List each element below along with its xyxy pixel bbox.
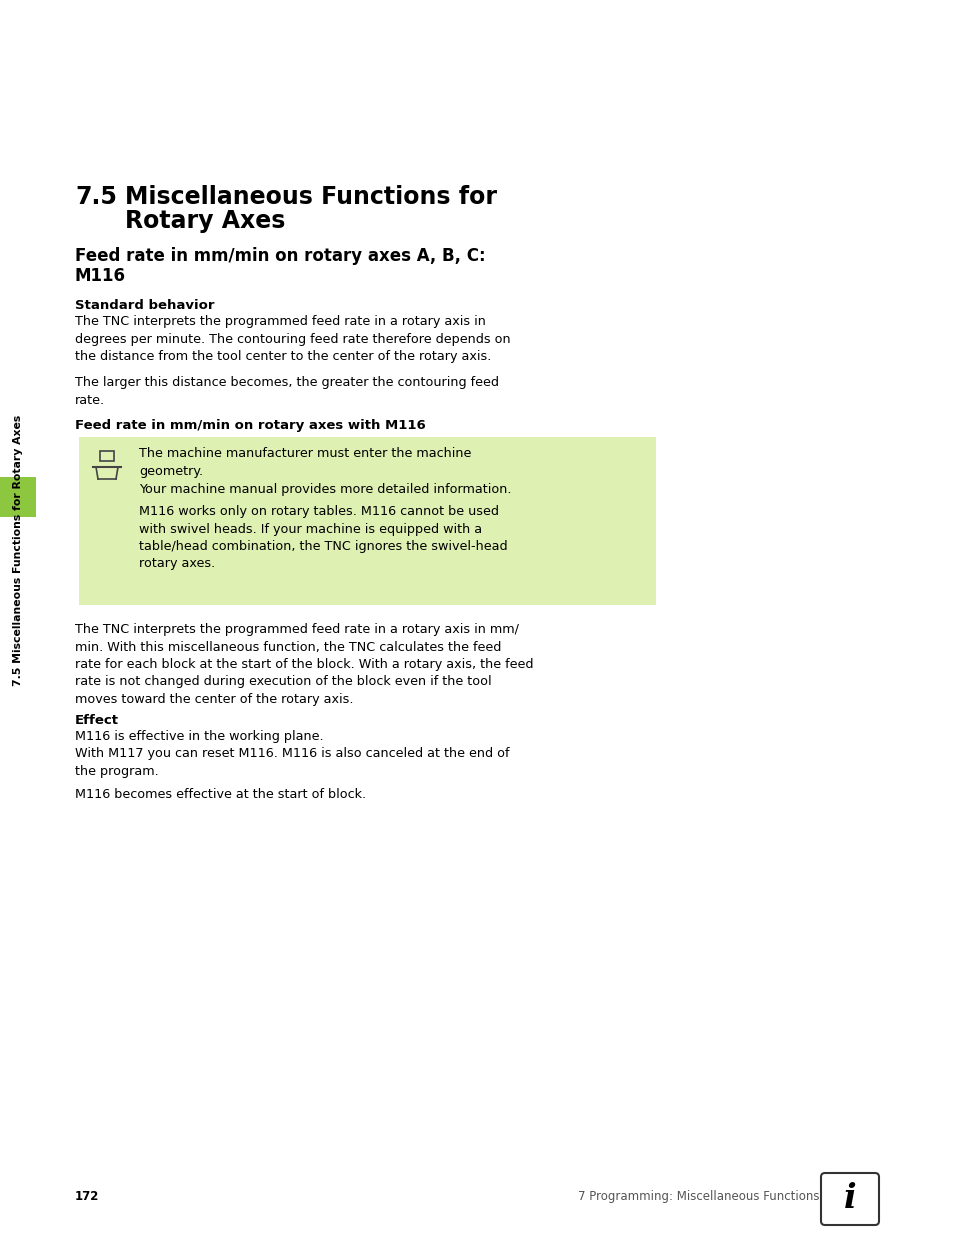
FancyBboxPatch shape: [821, 1173, 878, 1225]
Text: 7.5: 7.5: [75, 185, 117, 209]
Text: Effect: Effect: [75, 714, 119, 727]
Text: Standard behavior: Standard behavior: [75, 299, 214, 312]
Text: Rotary Axes: Rotary Axes: [125, 209, 285, 233]
Text: 7 Programming: Miscellaneous Functions: 7 Programming: Miscellaneous Functions: [578, 1191, 820, 1203]
Text: M116 becomes effective at the start of block.: M116 becomes effective at the start of b…: [75, 788, 366, 802]
Text: Feed rate in mm/min on rotary axes A, B, C:: Feed rate in mm/min on rotary axes A, B,…: [75, 247, 485, 266]
FancyBboxPatch shape: [79, 437, 656, 605]
Text: Miscellaneous Functions for: Miscellaneous Functions for: [125, 185, 497, 209]
Text: The larger this distance becomes, the greater the contouring feed
rate.: The larger this distance becomes, the gr…: [75, 375, 498, 406]
Text: i: i: [842, 1182, 856, 1214]
Text: M116: M116: [75, 267, 126, 285]
Text: The TNC interprets the programmed feed rate in a rotary axis in mm/
min. With th: The TNC interprets the programmed feed r…: [75, 622, 533, 706]
Text: Feed rate in mm/min on rotary axes with M116: Feed rate in mm/min on rotary axes with …: [75, 419, 425, 432]
Text: 172: 172: [75, 1191, 99, 1203]
Text: The TNC interprets the programmed feed rate in a rotary axis in
degrees per minu: The TNC interprets the programmed feed r…: [75, 315, 510, 363]
Text: 7.5 Miscellaneous Functions for Rotary Axes: 7.5 Miscellaneous Functions for Rotary A…: [13, 415, 23, 685]
FancyBboxPatch shape: [0, 477, 36, 517]
Text: The machine manufacturer must enter the machine
geometry.: The machine manufacturer must enter the …: [139, 447, 471, 478]
Text: M116 is effective in the working plane.
With M117 you can reset M116. M116 is al: M116 is effective in the working plane. …: [75, 730, 509, 778]
Text: M116 works only on rotary tables. M116 cannot be used
with swivel heads. If your: M116 works only on rotary tables. M116 c…: [139, 505, 507, 571]
Text: Your machine manual provides more detailed information.: Your machine manual provides more detail…: [139, 483, 511, 496]
